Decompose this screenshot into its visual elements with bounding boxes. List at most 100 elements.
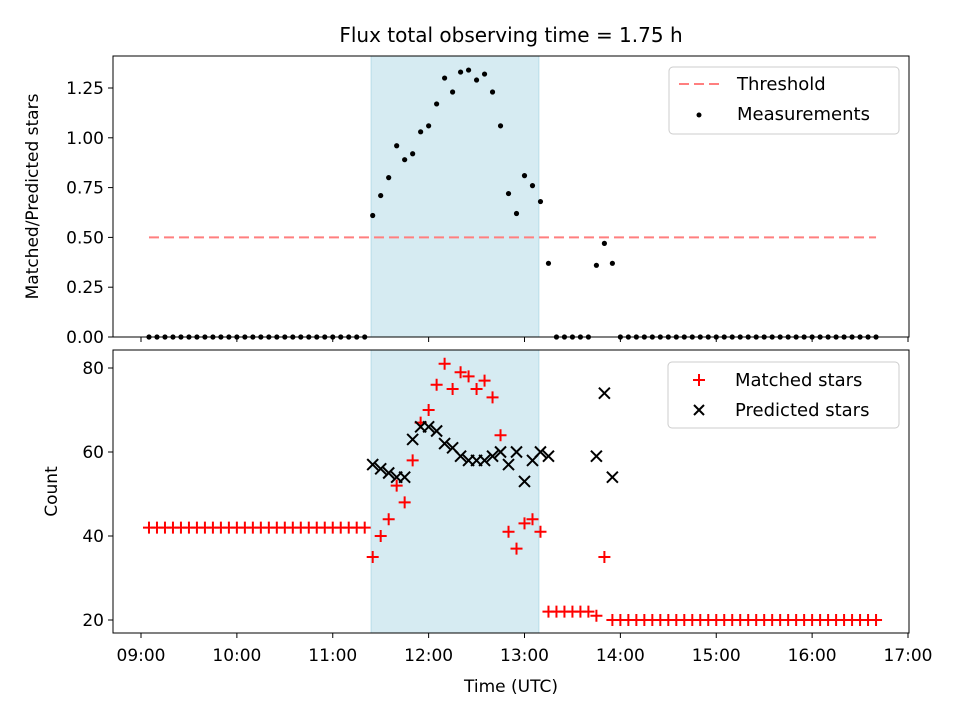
top-observing-window	[370, 55, 540, 338]
predicted-star-point	[598, 386, 611, 400]
top-y-axis-ticks: 0.00 0.25 0.50 0.75 1.00 1.25	[66, 79, 113, 348]
matched-star-point	[462, 370, 475, 383]
predicted-star-point	[518, 475, 531, 488]
top-y-tick-label: 1.25	[66, 79, 104, 99]
matched-star-point	[454, 366, 467, 379]
measurement-point	[394, 143, 400, 149]
predicted-star-point	[454, 449, 467, 463]
measurement-point	[370, 212, 376, 219]
bottom-y-tick-label: 80	[82, 359, 104, 379]
matched-star-point	[406, 454, 419, 467]
x-tick-label: 13:00	[500, 646, 549, 666]
bottom-x-axis-ticks: 09:00 10:00 11:00 12:00 13:00 14:00 15:00 16:00…	[117, 633, 933, 666]
bottom-y-tick-label: 60	[82, 443, 104, 463]
top-y-tick-label: 0.75	[66, 179, 104, 199]
matched-star-point	[870, 614, 883, 626]
x-tick-label: 17:00	[884, 646, 933, 666]
measurement-point	[457, 69, 464, 75]
legend-matched-label: Matched stars	[735, 370, 862, 391]
x-tick-label: 11:00	[308, 646, 357, 666]
x-tick-label: 12:00	[404, 646, 453, 666]
measurement-point	[378, 192, 384, 199]
measurement-point	[529, 183, 536, 189]
predicted-star-point	[438, 437, 451, 450]
predicted-star-point	[382, 466, 395, 480]
matched-star-point	[502, 525, 515, 538]
bottom-legend-box	[667, 361, 900, 429]
measurement-point	[434, 101, 440, 107]
measurement-point	[545, 260, 552, 266]
measurement-point	[601, 240, 607, 246]
x-tick-label: 15:00	[692, 646, 741, 666]
chart-title: Flux total observing time = 1.75 h	[339, 23, 682, 47]
measurement-point	[513, 210, 520, 217]
matched-star-point	[590, 609, 603, 622]
top-legend: Threshold Measurements	[668, 66, 900, 135]
predicted-star-point	[606, 470, 619, 484]
measurement-point	[521, 173, 528, 179]
matched-star-point	[358, 521, 371, 534]
legend-threshold-label: Threshold	[736, 74, 826, 95]
matched-star-point	[534, 525, 547, 538]
predicted-star-point	[590, 449, 603, 463]
measurement-point	[489, 89, 496, 95]
matched-star-point	[510, 542, 523, 555]
matched-star-point	[446, 383, 459, 395]
predicted-star-point	[478, 454, 491, 467]
x-tick-label: 16:00	[788, 646, 837, 666]
top-x-axis-ticks	[140, 337, 909, 342]
x-tick-label: 09:00	[117, 646, 166, 666]
legend-predicted-swatch	[693, 404, 705, 416]
matched-star-point	[494, 429, 507, 442]
top-y-tick-label: 1.00	[66, 129, 104, 149]
bottom-observing-window	[370, 349, 540, 634]
measurement-point	[465, 67, 472, 73]
measurement-point	[505, 190, 512, 197]
top-y-axis-label: Matched/Predicted stars	[23, 93, 43, 299]
predicted-stars-points	[366, 386, 619, 488]
predicted-star-point	[406, 433, 419, 446]
matched-star-point	[526, 513, 539, 526]
predicted-star-point	[430, 424, 443, 438]
predicted-star-point	[374, 462, 387, 476]
predicted-star-point	[486, 449, 499, 463]
matched-star-point	[598, 551, 611, 563]
measurement-point	[410, 151, 416, 157]
matched-star-point	[470, 383, 483, 395]
predicted-star-point	[398, 470, 411, 484]
legend-predicted-label: Predicted stars	[735, 400, 869, 421]
predicted-star-point	[366, 458, 379, 471]
predicted-star-point	[422, 420, 435, 434]
predicted-star-point	[510, 445, 523, 459]
x-tick-label: 14:00	[596, 646, 645, 666]
legend-matched-swatch	[693, 374, 705, 386]
measurement-point	[497, 123, 504, 129]
measurement-point	[418, 129, 424, 135]
matched-star-point	[438, 357, 451, 370]
x-axis-label: Time (UTC)	[463, 677, 558, 697]
top-axes-frame	[112, 55, 910, 338]
top-y-tick-label: 0.50	[66, 228, 104, 248]
measurement-point	[402, 157, 408, 163]
matched-star-point	[478, 374, 491, 387]
measurement-point	[386, 175, 392, 181]
top-y-tick-label: 0.00	[66, 328, 104, 348]
predicted-star-point	[534, 445, 547, 459]
bottom-panel: 20 40 60 80 09:00 10:00 11:00 12:00 13:00 14:00 1…	[42, 349, 933, 697]
top-panel: Flux total observing time = 1.75 h 0.000…	[23, 23, 910, 348]
measurement-point	[442, 75, 448, 81]
bottom-y-tick-label: 40	[82, 527, 104, 547]
measurement-point	[609, 260, 615, 266]
predicted-star-point	[494, 445, 507, 459]
matched-star-point	[382, 513, 395, 526]
top-legend-box	[668, 66, 900, 135]
measurement-point	[449, 89, 456, 95]
top-y-tick-label: 0.25	[66, 278, 104, 298]
matched-star-point	[374, 530, 387, 542]
measurement-point	[426, 123, 432, 129]
measurement-point	[537, 198, 544, 205]
predicted-star-point	[502, 458, 515, 471]
measurement-point	[593, 262, 600, 268]
bottom-legend: Matched stars Predicted stars	[667, 361, 900, 429]
